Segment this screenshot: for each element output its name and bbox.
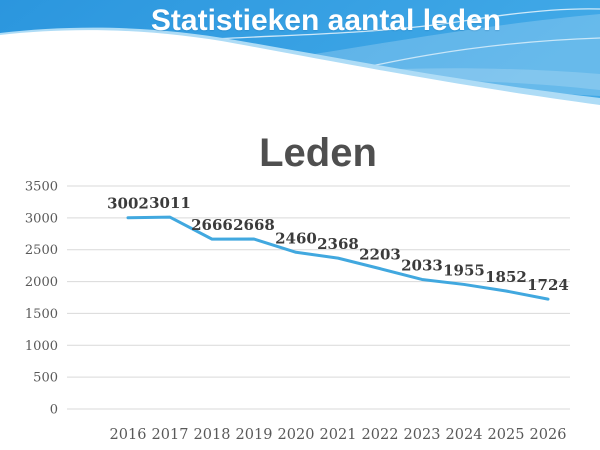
- data-label: 2368: [317, 235, 359, 253]
- y-tick-label: 0: [50, 403, 58, 418]
- data-label: 1852: [485, 268, 527, 286]
- data-label: 2203: [359, 246, 401, 264]
- chart-title: Leden: [259, 131, 377, 175]
- y-tick-label: 2000: [25, 275, 58, 290]
- data-label: 1724: [527, 276, 569, 294]
- data-label: 2668: [233, 216, 275, 234]
- y-tick-label: 2500: [25, 243, 58, 258]
- x-tick-label: 2019: [236, 427, 273, 443]
- x-tick-label: 2023: [404, 427, 441, 443]
- x-tick-label: 2024: [446, 427, 483, 443]
- y-tick-label: 3000: [25, 211, 58, 226]
- data-label: 1955: [443, 261, 485, 279]
- y-tick-label: 500: [33, 371, 58, 386]
- data-label: 3011: [149, 194, 191, 212]
- data-label: 2460: [275, 229, 317, 247]
- data-label: 3002: [107, 195, 149, 213]
- x-tick-label: 2017: [152, 427, 189, 443]
- data-label: 2666: [191, 216, 233, 234]
- x-tick-label: 2018: [194, 427, 231, 443]
- x-tick-label: 2021: [320, 427, 357, 443]
- x-axis-tick-labels: 2016 2017 2018 2019 2020 2021 2022 2023 2024 2025…: [110, 427, 567, 443]
- y-tick-label: 1000: [25, 339, 58, 354]
- x-tick-label: 2025: [488, 427, 525, 443]
- y-tick-label: 3500: [25, 180, 58, 195]
- y-tick-label: 1500: [25, 307, 58, 322]
- x-tick-label: 2026: [530, 427, 567, 443]
- x-tick-label: 2022: [362, 427, 399, 443]
- x-tick-label: 2020: [278, 427, 315, 443]
- gridlines: [67, 185, 570, 410]
- series-line-leden: [126, 215, 550, 301]
- data-label: 2033: [401, 256, 443, 274]
- y-axis-tick-labels: 0 500 1000 1500 2000 2500 3000 3500: [25, 180, 58, 418]
- x-tick-label: 2016: [110, 427, 147, 443]
